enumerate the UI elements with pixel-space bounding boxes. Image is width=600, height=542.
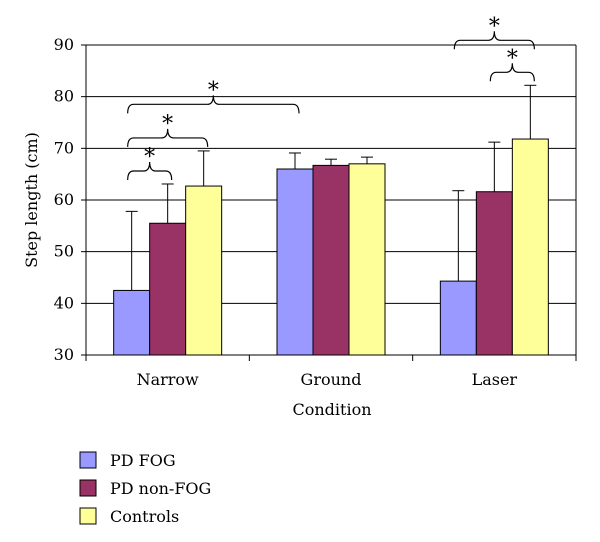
- y-tick-label: 30: [54, 345, 74, 364]
- axes: 30 40 50 60 70 80 90 Narrow Ground Laser: [54, 35, 577, 389]
- bar: [312, 164, 350, 356]
- significance-bracket: [127, 128, 209, 147]
- significance-bracket: [453, 31, 535, 50]
- y-tick-label: 90: [54, 35, 74, 54]
- bar: [276, 168, 314, 356]
- significance-star: *: [144, 145, 155, 170]
- significance-star: *: [489, 14, 500, 39]
- y-tick-label: 60: [54, 190, 74, 209]
- x-category-label: Narrow: [137, 370, 199, 389]
- y-tick-label: 40: [54, 293, 74, 312]
- legend-label: PD FOG: [110, 451, 176, 470]
- y-tick-label: 70: [54, 138, 74, 157]
- significance-brackets: * * * * *: [127, 14, 535, 180]
- bar: [475, 191, 513, 356]
- legend-swatch: [79, 507, 97, 525]
- bar: [185, 185, 223, 356]
- legend-swatch: [79, 479, 97, 497]
- legend-label: PD non-FOG: [110, 479, 211, 498]
- significance-star: *: [507, 46, 518, 71]
- y-tick-label: 50: [54, 242, 74, 261]
- legend-label: Controls: [110, 507, 179, 526]
- bar: [149, 222, 187, 356]
- legend: PD FOG PD non-FOG Controls: [79, 451, 211, 526]
- bar: [511, 138, 549, 356]
- x-axis-title: Condition: [292, 400, 371, 419]
- bar: [439, 280, 477, 356]
- significance-star: *: [162, 112, 173, 137]
- bar: [348, 163, 386, 356]
- x-category-label: Ground: [301, 370, 362, 389]
- x-category-label: Laser: [472, 370, 518, 389]
- significance-bracket: [489, 63, 535, 82]
- error-bars: [125, 84, 537, 291]
- significance-star: *: [208, 78, 219, 103]
- y-axis-title: Step length (cm): [22, 132, 41, 268]
- y-tick-label: 80: [54, 87, 74, 106]
- bar: [113, 289, 151, 356]
- legend-swatch: [79, 451, 97, 469]
- bars: [113, 138, 549, 356]
